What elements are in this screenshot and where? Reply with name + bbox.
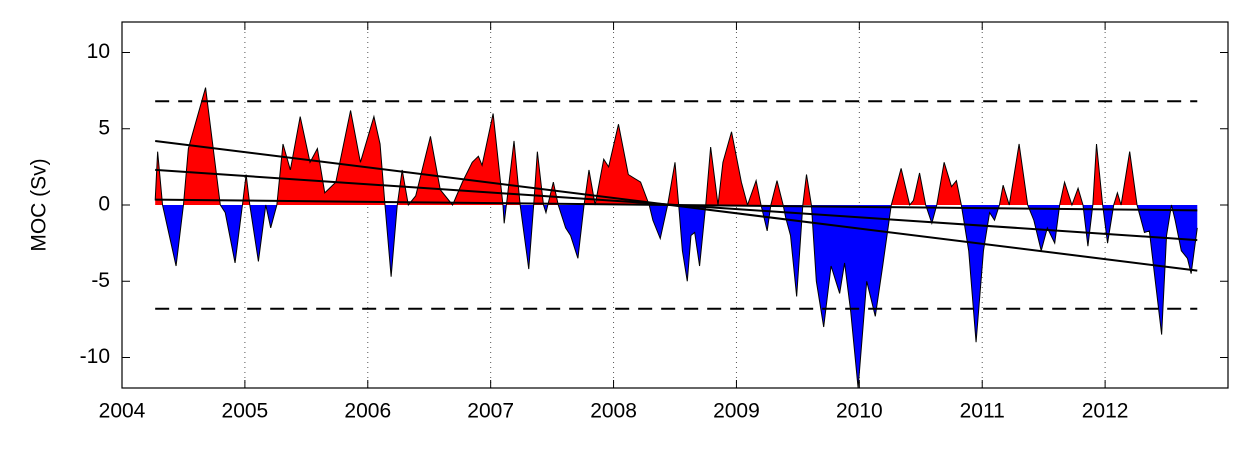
trend-line [155, 198, 1198, 212]
y-axis-label: MOC (Sv) [28, 158, 51, 251]
x-tick-label: 2005 [222, 400, 269, 423]
x-tick-label: 2012 [1082, 400, 1129, 423]
plot-frame [121, 21, 1229, 389]
x-tick-label: 2008 [590, 400, 637, 423]
x-tick-label: 2010 [836, 400, 883, 423]
x-tick-label: 2009 [713, 400, 760, 423]
y-tick-label: -10 [80, 345, 110, 368]
x-tick-label: 2004 [99, 400, 146, 423]
x-tick-label: 2007 [467, 400, 514, 423]
y-tick-label: 10 [87, 40, 110, 63]
x-tick-label: 2006 [344, 400, 391, 423]
y-tick-label: 5 [98, 116, 110, 139]
negative-area [155, 205, 1198, 388]
x-tick-label: 2011 [960, 400, 1005, 423]
y-tick-label: 0 [98, 193, 110, 216]
y-tick-label: -5 [91, 269, 110, 292]
